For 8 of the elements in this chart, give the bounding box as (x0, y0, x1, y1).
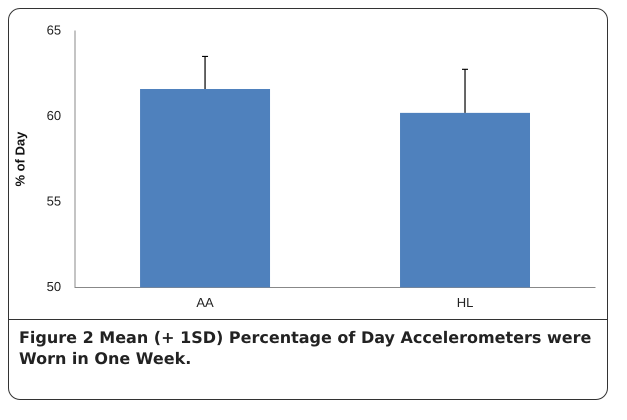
y-axis-title: % of Day (12, 130, 28, 187)
y-tick-label: 65 (46, 22, 62, 38)
x-tick-label: AA (196, 294, 214, 310)
y-tick-label: 50 (46, 278, 62, 294)
x-tick-label: HL (456, 294, 474, 310)
y-tick-label: 55 (46, 193, 62, 208)
y-tick-label: 60 (46, 108, 62, 123)
caption: Figure 2 Mean (+ 1SD) Percentage of Day Accelerometers were Worn in One Week. (19, 328, 592, 370)
